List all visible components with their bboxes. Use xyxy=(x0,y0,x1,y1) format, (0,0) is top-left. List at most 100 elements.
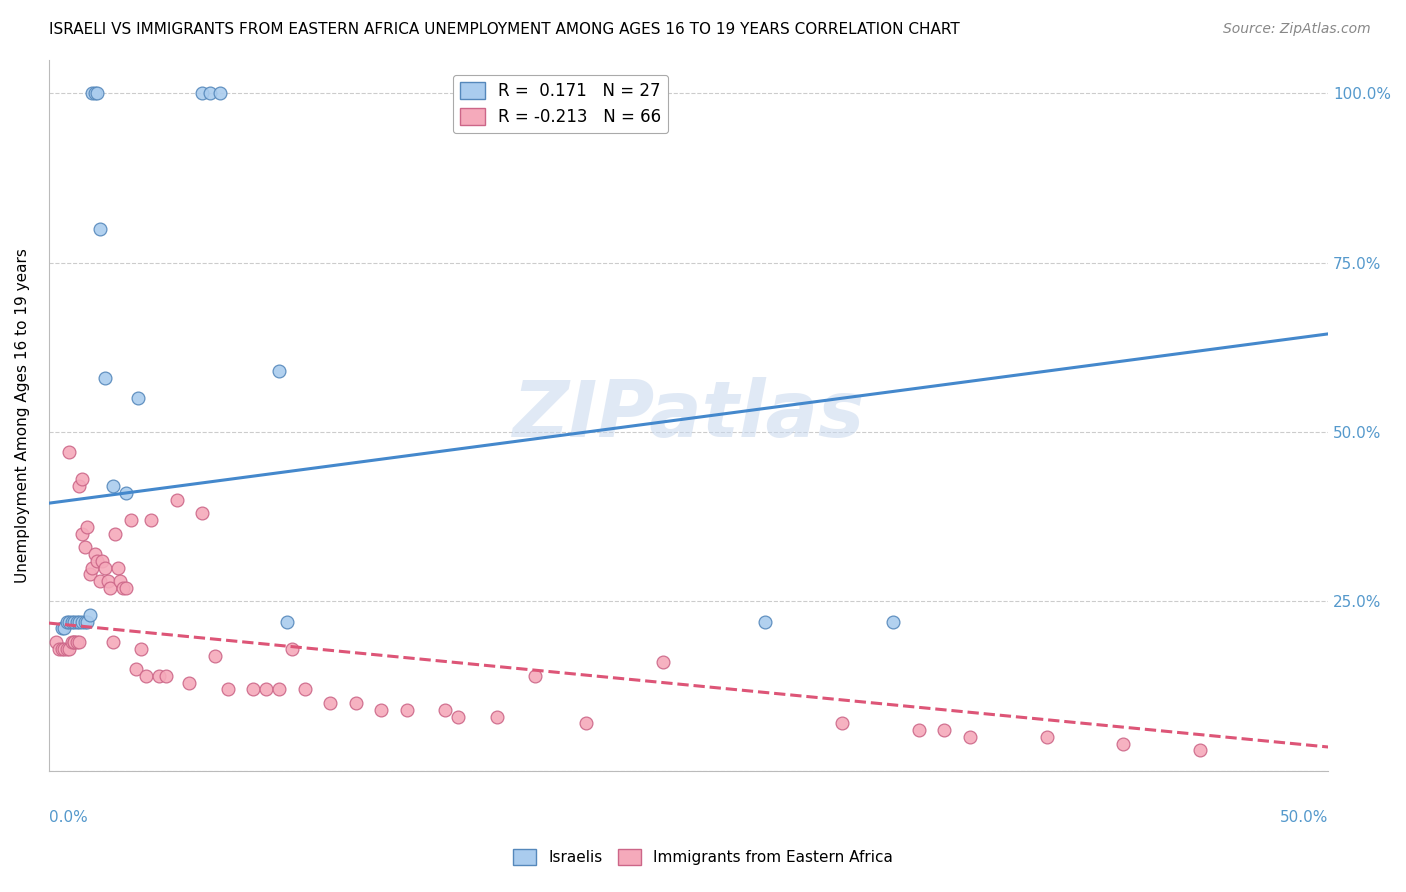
Point xyxy=(395,703,418,717)
Point xyxy=(69,635,91,649)
Point xyxy=(51,622,73,636)
Point xyxy=(127,391,149,405)
Point xyxy=(76,615,98,629)
Point xyxy=(89,222,111,236)
Point xyxy=(575,716,598,731)
Point xyxy=(959,730,981,744)
Point xyxy=(55,641,77,656)
Text: 50.0%: 50.0% xyxy=(1279,810,1329,825)
Point xyxy=(191,87,214,101)
Point xyxy=(66,615,89,629)
Point xyxy=(370,703,392,717)
Point xyxy=(98,581,121,595)
Text: ZIPatlas: ZIPatlas xyxy=(512,377,865,453)
Point xyxy=(155,669,177,683)
Point xyxy=(63,635,86,649)
Point xyxy=(114,581,136,595)
Point xyxy=(94,371,117,385)
Point xyxy=(53,622,76,636)
Point xyxy=(97,574,120,588)
Point xyxy=(69,479,91,493)
Point xyxy=(754,615,776,629)
Point xyxy=(86,87,108,101)
Point xyxy=(523,669,546,683)
Point xyxy=(58,641,80,656)
Point xyxy=(135,669,157,683)
Legend: R =  0.171   N = 27, R = -0.213   N = 66: R = 0.171 N = 27, R = -0.213 N = 66 xyxy=(453,75,668,133)
Point xyxy=(209,87,232,101)
Point xyxy=(447,709,470,723)
Point xyxy=(69,615,91,629)
Point xyxy=(120,513,142,527)
Point xyxy=(70,615,93,629)
Point xyxy=(242,682,264,697)
Point xyxy=(198,87,221,101)
Point xyxy=(344,696,367,710)
Point xyxy=(276,615,298,629)
Point xyxy=(91,554,114,568)
Point xyxy=(70,526,93,541)
Point xyxy=(114,486,136,500)
Point xyxy=(82,87,104,101)
Point xyxy=(148,669,170,683)
Point xyxy=(907,723,929,737)
Point xyxy=(101,479,124,493)
Point xyxy=(191,507,214,521)
Point xyxy=(94,560,117,574)
Point xyxy=(53,641,76,656)
Point xyxy=(73,615,96,629)
Point xyxy=(63,615,86,629)
Point xyxy=(79,607,101,622)
Point xyxy=(129,641,152,656)
Point xyxy=(139,513,162,527)
Point xyxy=(101,635,124,649)
Point xyxy=(73,540,96,554)
Point xyxy=(267,682,290,697)
Point xyxy=(110,574,132,588)
Point xyxy=(1112,737,1135,751)
Point xyxy=(434,703,457,717)
Legend: Israelis, Immigrants from Eastern Africa: Israelis, Immigrants from Eastern Africa xyxy=(508,843,898,871)
Y-axis label: Unemployment Among Ages 16 to 19 years: Unemployment Among Ages 16 to 19 years xyxy=(15,248,30,582)
Point xyxy=(107,560,129,574)
Point xyxy=(66,635,89,649)
Point xyxy=(76,520,98,534)
Point xyxy=(83,87,105,101)
Point xyxy=(319,696,342,710)
Point xyxy=(294,682,316,697)
Point xyxy=(125,662,148,676)
Point xyxy=(104,526,127,541)
Point xyxy=(60,615,83,629)
Point xyxy=(58,445,80,459)
Text: 0.0%: 0.0% xyxy=(49,810,87,825)
Point xyxy=(51,641,73,656)
Point xyxy=(166,492,188,507)
Point xyxy=(60,635,83,649)
Point xyxy=(89,574,111,588)
Point xyxy=(79,567,101,582)
Text: Source: ZipAtlas.com: Source: ZipAtlas.com xyxy=(1223,22,1371,37)
Point xyxy=(86,554,108,568)
Point xyxy=(1189,743,1212,757)
Point xyxy=(83,547,105,561)
Point xyxy=(831,716,853,731)
Point xyxy=(254,682,277,697)
Text: ISRAELI VS IMMIGRANTS FROM EASTERN AFRICA UNEMPLOYMENT AMONG AGES 16 TO 19 YEARS: ISRAELI VS IMMIGRANTS FROM EASTERN AFRIC… xyxy=(49,22,960,37)
Point xyxy=(63,635,86,649)
Point xyxy=(70,473,93,487)
Point xyxy=(82,560,104,574)
Point xyxy=(58,615,80,629)
Point xyxy=(217,682,239,697)
Point xyxy=(48,641,70,656)
Point xyxy=(882,615,904,629)
Point xyxy=(281,641,304,656)
Point xyxy=(934,723,956,737)
Point xyxy=(45,635,67,649)
Point xyxy=(267,364,290,378)
Point xyxy=(1035,730,1057,744)
Point xyxy=(651,656,673,670)
Point xyxy=(179,675,201,690)
Point xyxy=(204,648,226,663)
Point xyxy=(55,615,77,629)
Point xyxy=(111,581,134,595)
